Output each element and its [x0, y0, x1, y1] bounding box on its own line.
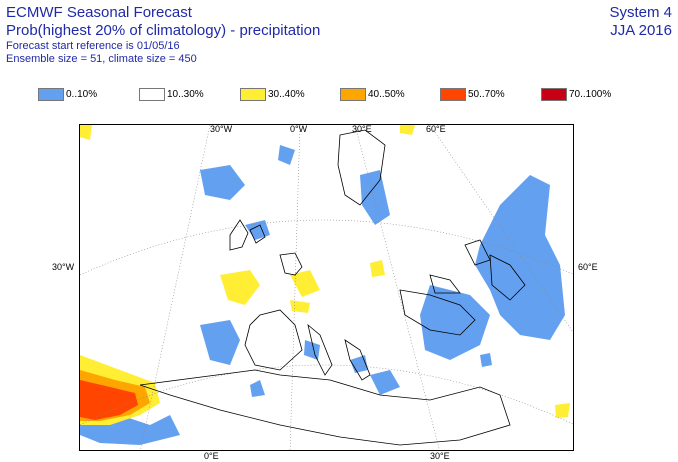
- legend-swatch: [240, 88, 266, 101]
- system-name: System 4: [609, 4, 672, 21]
- legend-label: 10..30%: [167, 89, 204, 101]
- legend-item: 70..100%: [541, 88, 611, 101]
- forecast-map: 30°W 0°W 30°E 60°E: [79, 124, 574, 451]
- lon-label: 30°W: [210, 124, 233, 134]
- lon-label-right: 60°E: [578, 262, 598, 272]
- legend-item: 0..10%: [38, 88, 97, 101]
- legend-label: 0..10%: [66, 89, 98, 101]
- legend-swatch: [541, 88, 567, 101]
- lon-label-left: 30°W: [52, 262, 75, 272]
- legend-label: 40..50%: [368, 89, 405, 101]
- subtitle: Prob(highest 20% of climatology) - preci…: [6, 22, 321, 39]
- legend-item: 40..50%: [340, 88, 405, 101]
- graticule: [80, 125, 573, 450]
- title: ECMWF Seasonal Forecast: [6, 4, 192, 21]
- lon-label: 0°W: [290, 124, 308, 134]
- probability-fill-red: [80, 380, 138, 420]
- legend-swatch: [440, 88, 466, 101]
- coastlines: [139, 129, 526, 446]
- header: ECMWF Seasonal Forecast Prob(highest 20%…: [6, 4, 320, 66]
- legend-swatch: [340, 88, 366, 101]
- probability-fill-blue: [80, 145, 565, 445]
- legend-item: 50..70%: [440, 88, 505, 101]
- legend-label: 50..70%: [468, 89, 505, 101]
- forecast-reference: Forecast start reference is 01/05/16: [6, 40, 180, 52]
- legend-label: 70..100%: [569, 89, 612, 101]
- lon-label: 60°E: [426, 124, 446, 134]
- season-period: JJA 2016: [610, 22, 672, 39]
- legend-swatch: [38, 88, 64, 101]
- legend-item: 10..30%: [139, 88, 204, 101]
- system-info: System 4 JJA 2016: [609, 4, 672, 40]
- map-canvas: [80, 125, 573, 450]
- lon-label: 30°E: [352, 124, 372, 134]
- legend-label: 30..40%: [268, 89, 305, 101]
- lon-label-bottom: 30°E: [430, 451, 450, 461]
- legend-item: 30..40%: [240, 88, 305, 101]
- ensemble-size: Ensemble size = 51, climate size = 450: [6, 53, 197, 65]
- lon-label-bottom: 0°E: [204, 451, 219, 461]
- legend-swatch: [139, 88, 165, 101]
